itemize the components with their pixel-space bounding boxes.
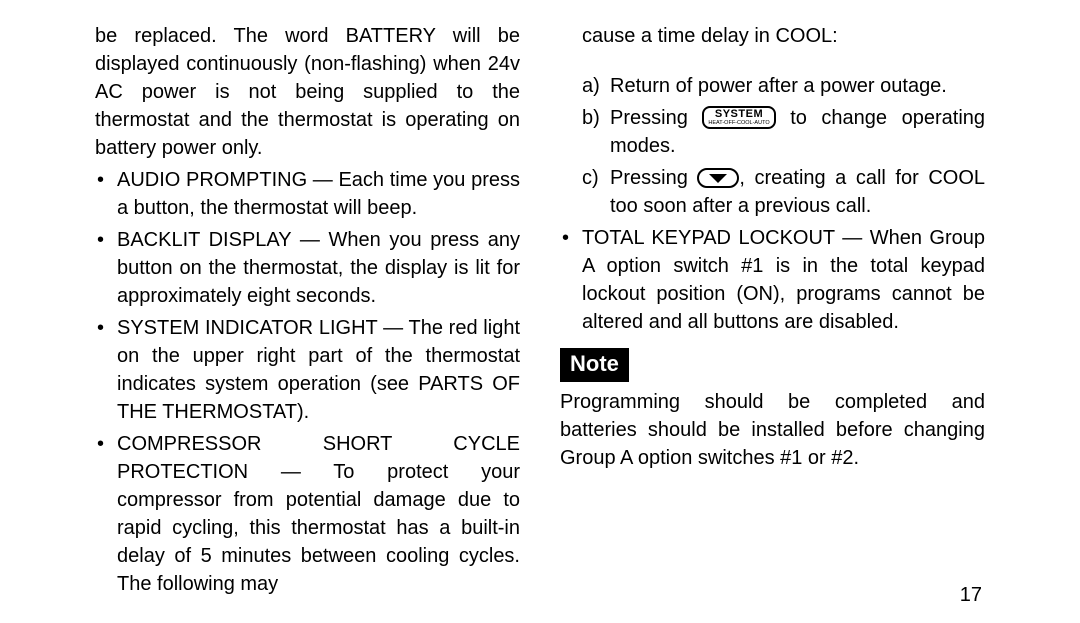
- left-column: be replaced. The word BATTERY will be di…: [60, 22, 540, 613]
- bullet-dot: •: [97, 314, 104, 342]
- bullet-dot: •: [562, 224, 569, 252]
- bullet-item: • TOTAL KEYPAD LOCKOUT — When Group A op…: [560, 224, 985, 336]
- bullet-item: • COMPRESSOR SHORT CYCLE PROTECTION — To…: [95, 430, 520, 598]
- bullet-dot: •: [97, 166, 104, 194]
- system-button-bottom: HEAT-OFF-COOL-AUTO: [708, 121, 769, 127]
- bullet-item: • BACKLIT DISPLAY — When you press any b…: [95, 226, 520, 310]
- bullet-item: • AUDIO PROMPTING — Each time you press …: [95, 166, 520, 222]
- sub-text: Return of power after a power outage.: [610, 75, 947, 97]
- note-heading: Note: [560, 348, 629, 382]
- note-heading-wrap: Note: [560, 340, 985, 388]
- sub-item-b: b) Pressing SYSTEM HEAT-OFF-COOL-AUTO to…: [582, 104, 985, 160]
- system-button-top: SYSTEM: [708, 109, 769, 120]
- bullet-dot: •: [97, 430, 104, 458]
- bullet-text: SYSTEM INDICATOR LIGHT — The red light o…: [117, 317, 520, 423]
- sub-text-pre: Pressing: [610, 167, 697, 189]
- note-text: Programming should be completed and batt…: [560, 388, 985, 472]
- down-arrow-button-icon: [697, 168, 739, 188]
- manual-page: be replaced. The word BATTERY will be di…: [0, 0, 1080, 623]
- spacer: [560, 54, 985, 72]
- sub-text-pre: Pressing: [610, 107, 688, 129]
- bullet-text: TOTAL KEYPAD LOCKOUT — When Group A opti…: [582, 227, 985, 333]
- sub-letter: a): [582, 72, 600, 100]
- bullet-dot: •: [97, 226, 104, 254]
- system-button-icon: SYSTEM HEAT-OFF-COOL-AUTO: [702, 106, 775, 129]
- bullet-text: AUDIO PROMPTING — Each time you press a …: [117, 169, 520, 219]
- page-number: 17: [960, 584, 982, 607]
- right-column: cause a time delay in COOL: a) Return of…: [540, 22, 1020, 613]
- sub-letter: c): [582, 164, 599, 192]
- bullet-text: COMPRESSOR SHORT CYCLE PROTECTION — To p…: [117, 433, 520, 595]
- sub-item-a: a) Return of power after a power outage.: [582, 72, 985, 100]
- continuation-text: cause a time delay in COOL:: [560, 22, 985, 50]
- sub-item-c: c) Pressing , creating a call for COOL t…: [582, 164, 985, 220]
- bullet-item: • SYSTEM INDICATOR LIGHT — The red light…: [95, 314, 520, 426]
- sub-letter: b): [582, 104, 600, 132]
- continuation-text: be replaced. The word BATTERY will be di…: [95, 22, 520, 162]
- bullet-text: BACKLIT DISPLAY — When you press any but…: [117, 229, 520, 307]
